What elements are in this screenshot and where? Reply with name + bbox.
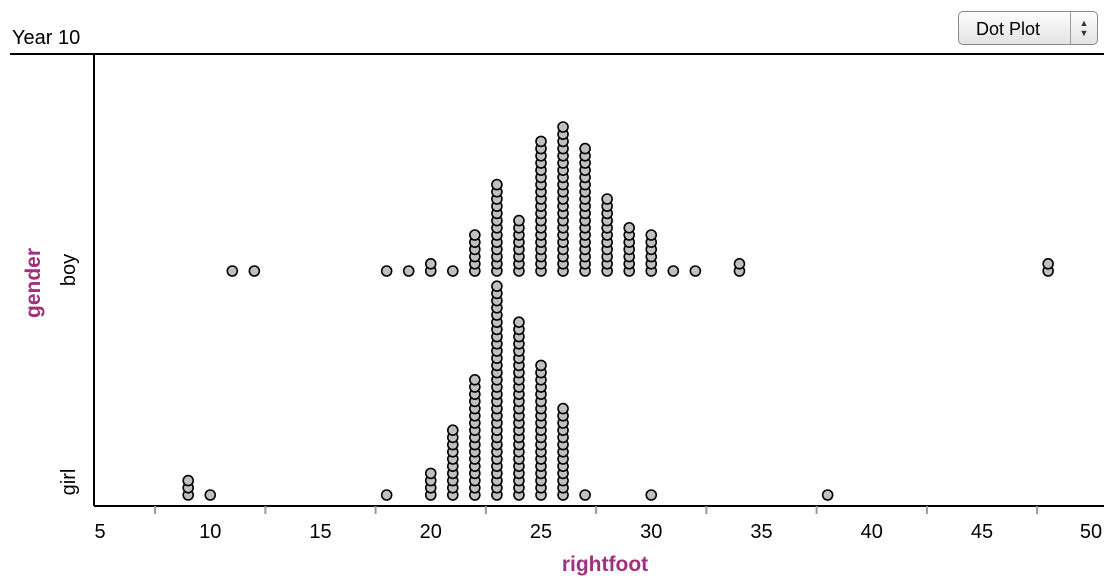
page-title: Year 10 — [12, 27, 81, 49]
y-axis-category-labels: boy girl — [58, 254, 80, 495]
x-tick-label: 30 — [640, 521, 662, 543]
x-tick-label: 10 — [199, 521, 221, 543]
data-dot — [645, 489, 658, 501]
chevron-down-icon: ▼ — [1079, 28, 1089, 38]
x-tick-label: 35 — [750, 521, 772, 543]
chevron-up-icon: ▲ — [1079, 18, 1089, 28]
data-dot — [469, 373, 481, 386]
data-dot — [402, 265, 415, 277]
y-category-label: girl — [58, 469, 80, 496]
x-axis-ticks — [154, 506, 1039, 514]
data-dot — [513, 316, 525, 329]
y-axis-title: gender — [22, 248, 45, 318]
x-tick-label: 15 — [309, 521, 331, 543]
data-dot — [491, 178, 503, 191]
dots — [182, 121, 1054, 501]
data-dot — [248, 265, 261, 277]
data-dot — [513, 214, 525, 227]
data-dot — [182, 474, 194, 487]
data-dot — [446, 424, 459, 437]
data-dot — [601, 193, 613, 205]
x-tick-label: 40 — [861, 521, 883, 543]
data-dot — [733, 257, 746, 270]
x-tick-label: 5 — [94, 521, 105, 543]
select-divider — [1070, 12, 1071, 44]
data-dot — [579, 142, 591, 155]
x-tick-label: 50 — [1080, 521, 1102, 543]
y-category-label: boy — [58, 254, 80, 286]
data-dot — [579, 489, 591, 501]
x-tick-label: 45 — [971, 521, 993, 543]
data-dot — [446, 265, 459, 277]
data-dot — [204, 489, 217, 501]
data-dot — [380, 489, 393, 501]
data-dot — [424, 257, 437, 270]
data-dot — [645, 229, 658, 241]
data-dot — [380, 265, 393, 277]
plot-type-select[interactable]: Dot Plot ▲ ▼ — [958, 11, 1098, 45]
data-dot — [535, 359, 547, 372]
plot-type-label: Dot Plot — [976, 19, 1041, 39]
data-dot — [557, 402, 569, 415]
x-axis-tick-labels: 5 10 15 20 25 30 35 40 45 50 — [94, 521, 1102, 543]
data-dot — [623, 222, 636, 234]
data-dot — [689, 265, 702, 277]
data-dot — [557, 121, 569, 133]
data-dot — [469, 229, 481, 241]
data-dot — [535, 135, 547, 148]
data-dot — [491, 280, 503, 293]
x-axis-title: rightfoot — [562, 553, 648, 576]
x-tick-label: 20 — [420, 521, 442, 543]
data-dot — [821, 489, 834, 501]
data-dot — [424, 467, 437, 480]
data-dot — [1042, 257, 1054, 270]
x-tick-label: 25 — [530, 521, 552, 543]
data-dot — [667, 265, 680, 277]
data-dot — [226, 265, 239, 277]
up-down-arrows-icon: ▲ ▼ — [1071, 12, 1097, 44]
